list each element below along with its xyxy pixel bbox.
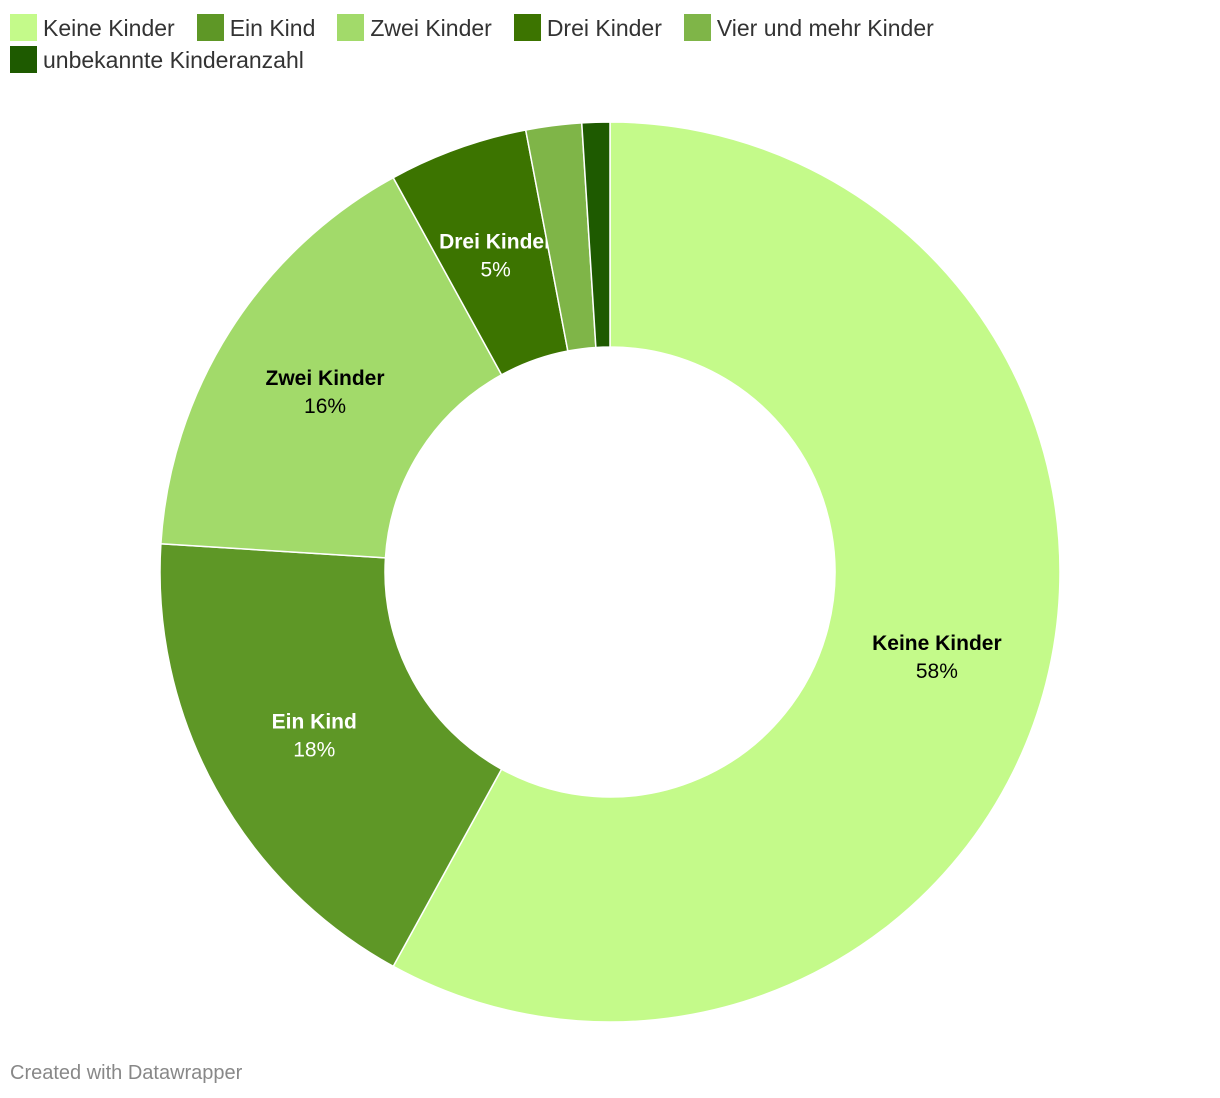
legend-item: Ein Kind — [196, 12, 316, 44]
legend-label: Vier und mehr Kinder — [716, 15, 934, 41]
slice-value: 58% — [916, 660, 958, 683]
legend-item: Vier und mehr Kinder — [683, 12, 934, 44]
slice-name: Keine Kinder — [872, 632, 1002, 655]
legend-swatch — [10, 14, 37, 41]
legend-swatch — [683, 14, 711, 41]
legend-swatch — [337, 14, 365, 41]
legend-label: Keine Kinder — [43, 15, 175, 41]
legend-label: Ein Kind — [229, 15, 316, 41]
legend-swatch — [10, 46, 37, 73]
donut-slice — [392, 121, 1061, 1023]
legend-item: Keine Kinder — [10, 12, 175, 44]
slice-value: 18% — [293, 739, 335, 762]
slice-name: Zwei Kinder — [266, 367, 385, 390]
donut-slice — [580, 121, 611, 349]
legend-swatch — [513, 14, 541, 41]
legend-item: Drei Kinder — [513, 12, 662, 44]
legend-label: Zwei Kinder — [370, 15, 492, 41]
donut-slice — [160, 176, 503, 559]
legend-item: unbekannte Kinderanzahl — [10, 44, 304, 76]
legend-label: unbekannte Kinderanzahl — [43, 47, 304, 73]
slice-name: Drei Kinder — [439, 230, 552, 253]
slice-value: 16% — [304, 395, 346, 418]
slice-value: 5% — [480, 258, 510, 281]
footer: Created with Datawrapper — [10, 1062, 243, 1084]
legend: Keine Kinder Ein Kind Zwei Kinder Drei Kind… — [10, 12, 1150, 76]
legend-item: Zwei Kinder — [337, 12, 492, 44]
legend-label: Drei Kinder — [546, 15, 662, 41]
slice-name: Ein Kind — [272, 711, 357, 734]
legend-swatch — [196, 14, 224, 41]
donut-slice — [159, 542, 503, 968]
